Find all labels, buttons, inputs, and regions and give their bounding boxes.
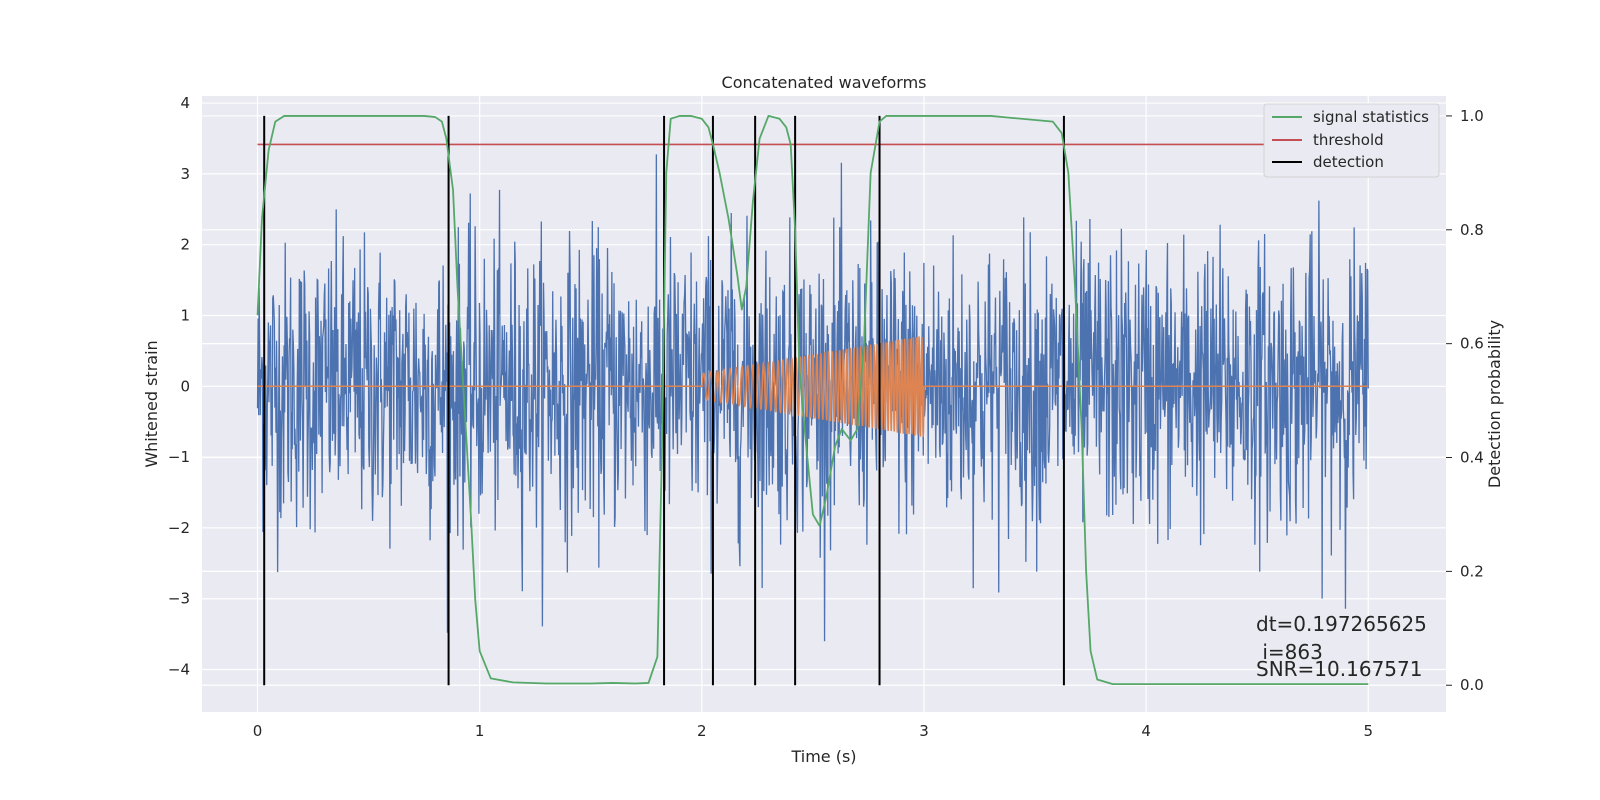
x-tick-label: 1 [475, 722, 485, 740]
y-tick-label: −2 [168, 519, 190, 537]
y-tick-label: 1 [180, 306, 190, 324]
y2-tick-label: 0.2 [1460, 562, 1484, 580]
y-tick-label: −3 [168, 590, 190, 608]
y-tick-label: 3 [180, 165, 190, 183]
noise-series [256, 154, 1369, 642]
tick-labels: 0 1 2 3 4 5 −4 −3 −2 −1 0 1 2 3 4 0.0 0.2 0.4 0.6 0.8 1.0 [168, 94, 1484, 740]
x-tick-label: 3 [919, 722, 929, 740]
x-tick-label: 4 [1141, 722, 1151, 740]
chart-title: Concatenated waveforms [722, 73, 927, 92]
legend-label-threshold: threshold [1313, 131, 1384, 149]
legend-label-detection: detection [1313, 153, 1384, 171]
y-tick-label: 2 [180, 236, 190, 254]
y-tick-label: 4 [180, 94, 190, 112]
x-tick-label: 2 [697, 722, 707, 740]
legend-box [1263, 103, 1440, 178]
legend-label-signal-statistics: signal statistics [1313, 108, 1429, 126]
y2-axis-label: Detection probability [1485, 320, 1504, 488]
noise-line [256, 154, 1369, 642]
y-tick-label: −1 [168, 448, 190, 466]
annotation-snr: SNR=10.167571 [1256, 657, 1422, 681]
y-tick-label: −4 [168, 661, 190, 679]
x-axis-label: Time (s) [790, 747, 856, 766]
y-axis-label: Whitened strain [142, 340, 161, 467]
template-series [257, 336, 1369, 437]
template-line [257, 336, 1369, 437]
y2-tick-label: 0.0 [1460, 676, 1484, 694]
y2-tick-label: 0.6 [1460, 335, 1484, 353]
y2-tick-label: 0.8 [1460, 221, 1484, 239]
x-tick-label: 0 [253, 722, 263, 740]
legend: signal statistics threshold detection [1263, 103, 1440, 178]
annotation-i: i=863 [1256, 640, 1323, 664]
detection-series [263, 115, 1065, 686]
y2-tick-label: 1.0 [1460, 107, 1484, 125]
annotation-dt: dt=0.197265625 [1256, 612, 1427, 636]
y2-tick-label: 0.4 [1460, 449, 1484, 467]
signal-statistics-line [256, 115, 1369, 685]
y-tick-label: 0 [180, 377, 190, 395]
x-tick-label: 5 [1363, 722, 1373, 740]
signal-statistics-series [256, 115, 1369, 685]
